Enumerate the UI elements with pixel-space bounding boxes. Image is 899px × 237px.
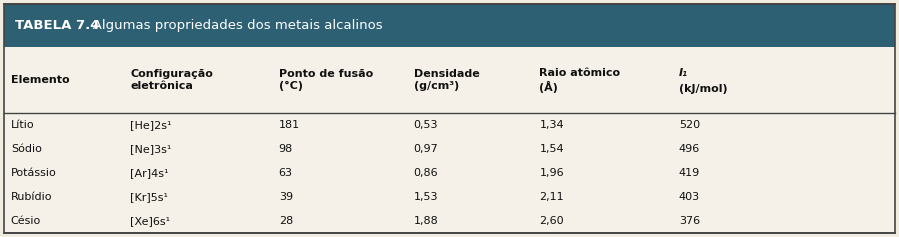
Text: Césio: Césio [11, 216, 41, 226]
Text: Configuração
eletrônica: Configuração eletrônica [130, 69, 213, 91]
Text: [He]2s¹: [He]2s¹ [130, 120, 172, 130]
Text: 98: 98 [279, 144, 293, 154]
Text: 403: 403 [679, 192, 699, 202]
Text: Elemento: Elemento [11, 75, 69, 85]
Text: Ponto de fusão
(°C): Ponto de fusão (°C) [279, 69, 373, 91]
Bar [4, 47, 895, 233]
Text: Lítio: Lítio [11, 120, 34, 130]
Text: [Ar]4s¹: [Ar]4s¹ [130, 168, 169, 178]
Text: 376: 376 [679, 216, 699, 226]
Text: [Xe]6s¹: [Xe]6s¹ [130, 216, 171, 226]
Text: 1,96: 1,96 [539, 168, 564, 178]
Bar [4, 4, 895, 47]
Text: Rubídio: Rubídio [11, 192, 52, 202]
Text: Densidade
(g/cm³): Densidade (g/cm³) [414, 69, 479, 91]
Text: 0,53: 0,53 [414, 120, 438, 130]
Text: 1,88: 1,88 [414, 216, 439, 226]
Text: I₁: I₁ [679, 68, 688, 78]
Text: 181: 181 [279, 120, 299, 130]
Text: (kJ/mol): (kJ/mol) [679, 84, 727, 94]
Text: 2,60: 2,60 [539, 216, 564, 226]
Text: 0,86: 0,86 [414, 168, 438, 178]
Text: 28: 28 [279, 216, 293, 226]
Text: 1,53: 1,53 [414, 192, 438, 202]
Text: 63: 63 [279, 168, 293, 178]
Text: Potássio: Potássio [11, 168, 57, 178]
Text: 1,34: 1,34 [539, 120, 564, 130]
Text: 1,54: 1,54 [539, 144, 564, 154]
Text: Algumas propriedades dos metais alcalinos: Algumas propriedades dos metais alcalino… [80, 19, 383, 32]
Text: 2,11: 2,11 [539, 192, 564, 202]
Text: Raio atômico
(Å): Raio atômico (Å) [539, 68, 620, 93]
Text: 39: 39 [279, 192, 293, 202]
Text: [Ne]3s¹: [Ne]3s¹ [130, 144, 172, 154]
Text: TABELA 7.4: TABELA 7.4 [15, 19, 100, 32]
Text: 520: 520 [679, 120, 699, 130]
Text: 419: 419 [679, 168, 700, 178]
Text: 496: 496 [679, 144, 700, 154]
Text: 0,97: 0,97 [414, 144, 439, 154]
Text: [Kr]5s¹: [Kr]5s¹ [130, 192, 168, 202]
Text: Sódio: Sódio [11, 144, 41, 154]
